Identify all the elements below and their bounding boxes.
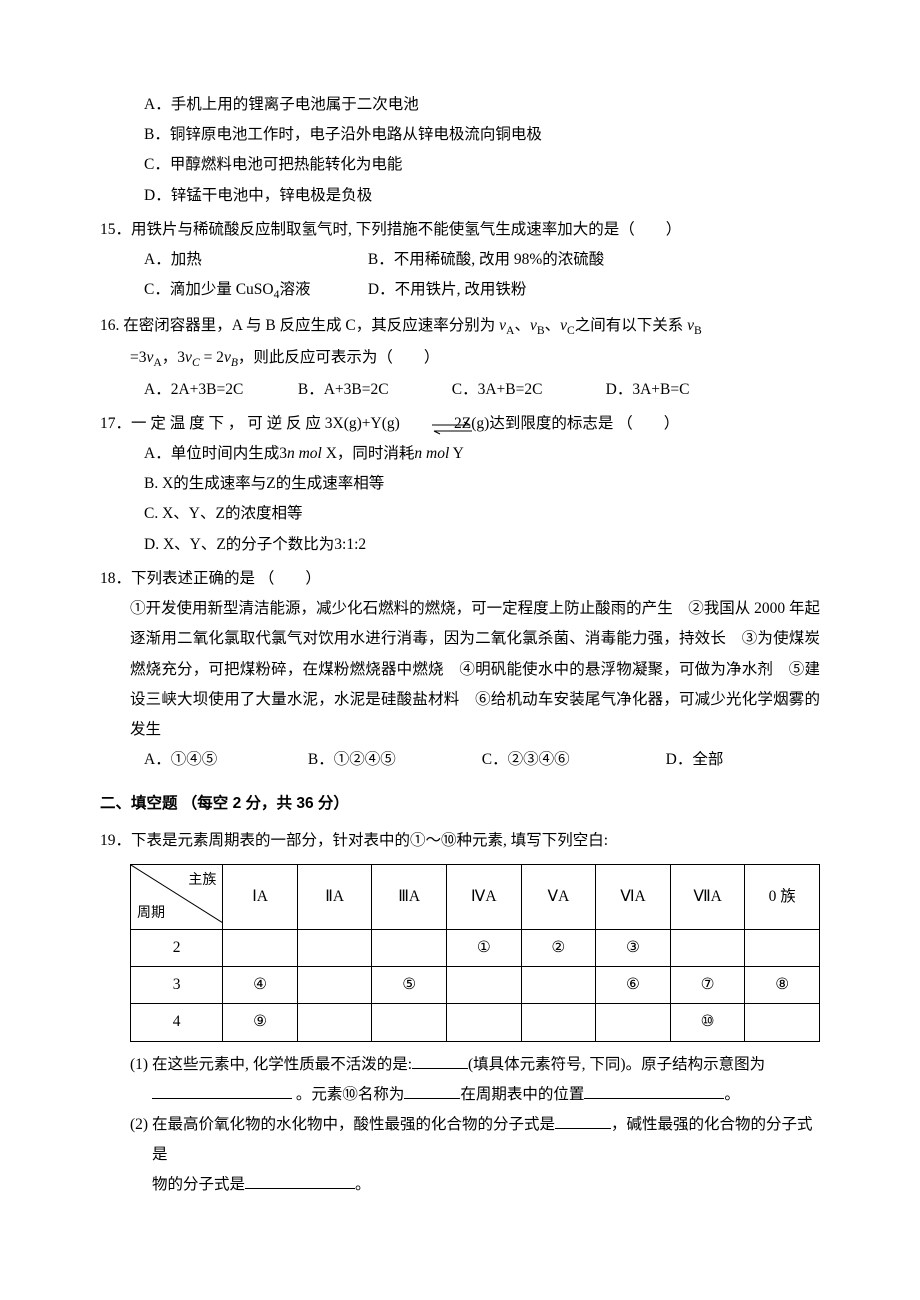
header-top-label: 主族 [188, 867, 216, 894]
q16-stem-l1: 16. 在密闭容器里，A 与 B 反应生成 C，其反应速率分别为 vA、vB、v… [100, 311, 820, 343]
group-header: ⅤA [521, 864, 596, 929]
table-cell [223, 929, 298, 966]
q19-part1: (1) 在这些元素中, 化学性质最不活泼的是:(填具体元素符号, 下同)。原子结… [100, 1050, 820, 1110]
q18-opts: A．①④⑤ B．①②④⑤ C．②③④⑥ D．全部 [100, 745, 820, 775]
q16-opt-b: B．A+3B=2C [298, 375, 448, 405]
table-row: 2 ① ② ③ [131, 929, 820, 966]
question-17: 17．一 定 温 度 下 ， 可 逆 反 应 3X(g)+Y(g) 2Z(g)达… [100, 409, 820, 560]
blank-1[interactable] [412, 1050, 468, 1068]
blank-5[interactable] [555, 1111, 611, 1129]
question-14-options: A．手机上用的锂离子电池属于二次电池 B．铜锌原电池工作时，电子沿外电路从锌电极… [100, 90, 820, 211]
blank-3[interactable] [404, 1081, 460, 1099]
table-cell: ⑤ [372, 967, 447, 1004]
table-row: 3 ④ ⑤ ⑥ ⑦ ⑧ [131, 967, 820, 1004]
q17-stem: 17．一 定 温 度 下 ， 可 逆 反 应 3X(g)+Y(g) 2Z(g)达… [100, 409, 820, 439]
blank-4[interactable] [584, 1081, 724, 1099]
q16-opts: A．2A+3B=2C B．A+3B=2C C．3A+B=2C D．3A+B=C [100, 375, 820, 405]
group-header: ⅣA [446, 864, 521, 929]
q17-opt-c: C. X、Y、Z的浓度相等 [100, 499, 820, 529]
table-cell: ⑦ [670, 967, 745, 1004]
blank-2[interactable] [152, 1081, 292, 1099]
q15-opt-d: D．不用铁片, 改用铁粉 [368, 275, 526, 305]
q18-opt-a: A．①④⑤ [144, 745, 304, 775]
table-cell: ① [446, 929, 521, 966]
table-cell [372, 1004, 447, 1041]
q15-opt-a: A．加热 [144, 245, 364, 275]
table-cell [521, 967, 596, 1004]
table-cell: ③ [596, 929, 671, 966]
q18-body: ①开发使用新型清洁能源，减少化石燃料的燃烧，可一定程度上防止酸雨的产生 ②我国从… [100, 594, 820, 745]
q17-opt-b: B. X的生成速率与Z的生成速率相等 [100, 469, 820, 499]
period-label: 4 [131, 1004, 223, 1041]
table-cell [297, 929, 372, 966]
q18-opt-c: C．②③④⑥ [482, 745, 662, 775]
group-header: ⅦA [670, 864, 745, 929]
table-row: 4 ⑨ ⑩ [131, 1004, 820, 1041]
table-cell: ⑥ [596, 967, 671, 1004]
q16-opt-d: D．3A+B=C [606, 375, 690, 405]
section-2-header: 二、填空题 （每空 2 分，共 36 分） [100, 789, 820, 819]
q14-opt-d: D．锌锰干电池中，锌电极是负极 [100, 181, 820, 211]
table-cell [521, 1004, 596, 1041]
q18-stem: 18．下列表述正确的是 （ ） [100, 564, 820, 594]
q17-opt-d: D. X、Y、Z的分子个数比为3:1:2 [100, 530, 820, 560]
table-cell [670, 929, 745, 966]
group-header: ⅠA [223, 864, 298, 929]
question-19: 19．下表是元素周期表的一部分，针对表中的①～⑩种元素, 填写下列空白: 主族 … [100, 826, 820, 1201]
q15-stem: 15．用铁片与稀硫酸反应制取氢气时, 下列措施不能使氢气生成速率加大的是（ ） [100, 215, 820, 245]
q16-opt-c: C．3A+B=2C [452, 375, 602, 405]
table-cell: ④ [223, 967, 298, 1004]
q14-opt-b: B．铜锌原电池工作时，电子沿外电路从锌电极流向铜电极 [100, 120, 820, 150]
group-header: ⅥA [596, 864, 671, 929]
header-bot-label: 周期 [137, 900, 165, 927]
table-cell [446, 967, 521, 1004]
table-cell [372, 929, 447, 966]
table-cell [745, 1004, 820, 1041]
q16-stem-l2: =3vA，3vC = 2vB，则此反应可表示为（ ） [100, 343, 820, 375]
q15-opts-row1: A．加热 B．不用稀硫酸, 改用 98%的浓硫酸 [100, 245, 820, 275]
equilibrium-arrow-icon [460, 416, 474, 446]
q14-opt-a: A．手机上用的锂离子电池属于二次电池 [100, 90, 820, 120]
q14-opt-c: C．甲醇燃料电池可把热能转化为电能 [100, 150, 820, 180]
q15-opt-c: C．滴加少量 CuSO4 溶液 [144, 275, 364, 307]
q18-opt-b: B．①②④⑤ [308, 745, 478, 775]
period-label: 2 [131, 929, 223, 966]
question-18: 18．下列表述正确的是 （ ） ①开发使用新型清洁能源，减少化石燃料的燃烧，可一… [100, 564, 820, 776]
table-cell: ② [521, 929, 596, 966]
periodic-table-fragment: 主族 周期 ⅠA ⅡA ⅢA ⅣA ⅤA ⅥA ⅦA 0 族 2 ① ② ③ 3… [130, 864, 820, 1042]
table-cell [446, 1004, 521, 1041]
question-16: 16. 在密闭容器里，A 与 B 反应生成 C，其反应速率分别为 vA、vB、v… [100, 311, 820, 405]
table-corner-cell: 主族 周期 [131, 864, 223, 929]
period-label: 3 [131, 967, 223, 1004]
table-cell [596, 1004, 671, 1041]
table-cell: ⑧ [745, 967, 820, 1004]
table-cell [745, 929, 820, 966]
q19-stem: 19．下表是元素周期表的一部分，针对表中的①～⑩种元素, 填写下列空白: [100, 826, 820, 856]
table-cell [297, 967, 372, 1004]
q16-opt-a: A．2A+3B=2C [144, 375, 294, 405]
table-cell: ⑨ [223, 1004, 298, 1041]
table-cell [297, 1004, 372, 1041]
q18-opt-d: D．全部 [666, 745, 724, 775]
group-header: 0 族 [745, 864, 820, 929]
q15-opts-row2: C．滴加少量 CuSO4 溶液 D．不用铁片, 改用铁粉 [100, 275, 820, 307]
q15-opt-b: B．不用稀硫酸, 改用 98%的浓硫酸 [368, 245, 604, 275]
table-cell: ⑩ [670, 1004, 745, 1041]
q19-part2: (2) 在最高价氧化物的水化物中，酸性最强的化合物的分子式是，碱性最强的化合物的… [100, 1110, 820, 1201]
group-header: ⅢA [372, 864, 447, 929]
blank-6[interactable] [245, 1171, 355, 1189]
group-header: ⅡA [297, 864, 372, 929]
table-header-row: 主族 周期 ⅠA ⅡA ⅢA ⅣA ⅤA ⅥA ⅦA 0 族 [131, 864, 820, 929]
question-15: 15．用铁片与稀硫酸反应制取氢气时, 下列措施不能使氢气生成速率加大的是（ ） … [100, 215, 820, 307]
